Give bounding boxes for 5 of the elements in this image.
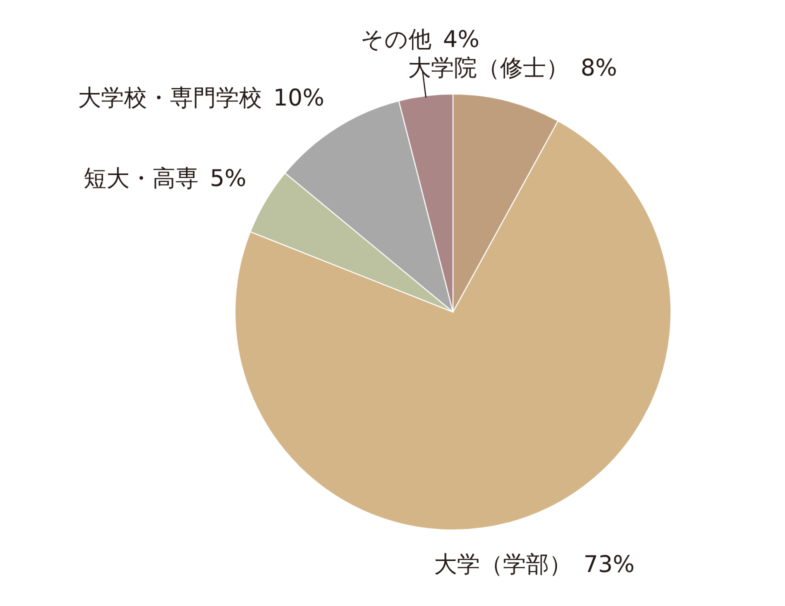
slice-label: 大学（学部） 73% xyxy=(434,552,635,578)
slice-label: 短大・高専 5% xyxy=(83,166,246,192)
slice-label: 大学校・専門学校 10% xyxy=(78,85,324,112)
slice-label: その他 4% xyxy=(360,27,480,54)
slice-label: 大学院（修士） 8% xyxy=(408,56,618,82)
